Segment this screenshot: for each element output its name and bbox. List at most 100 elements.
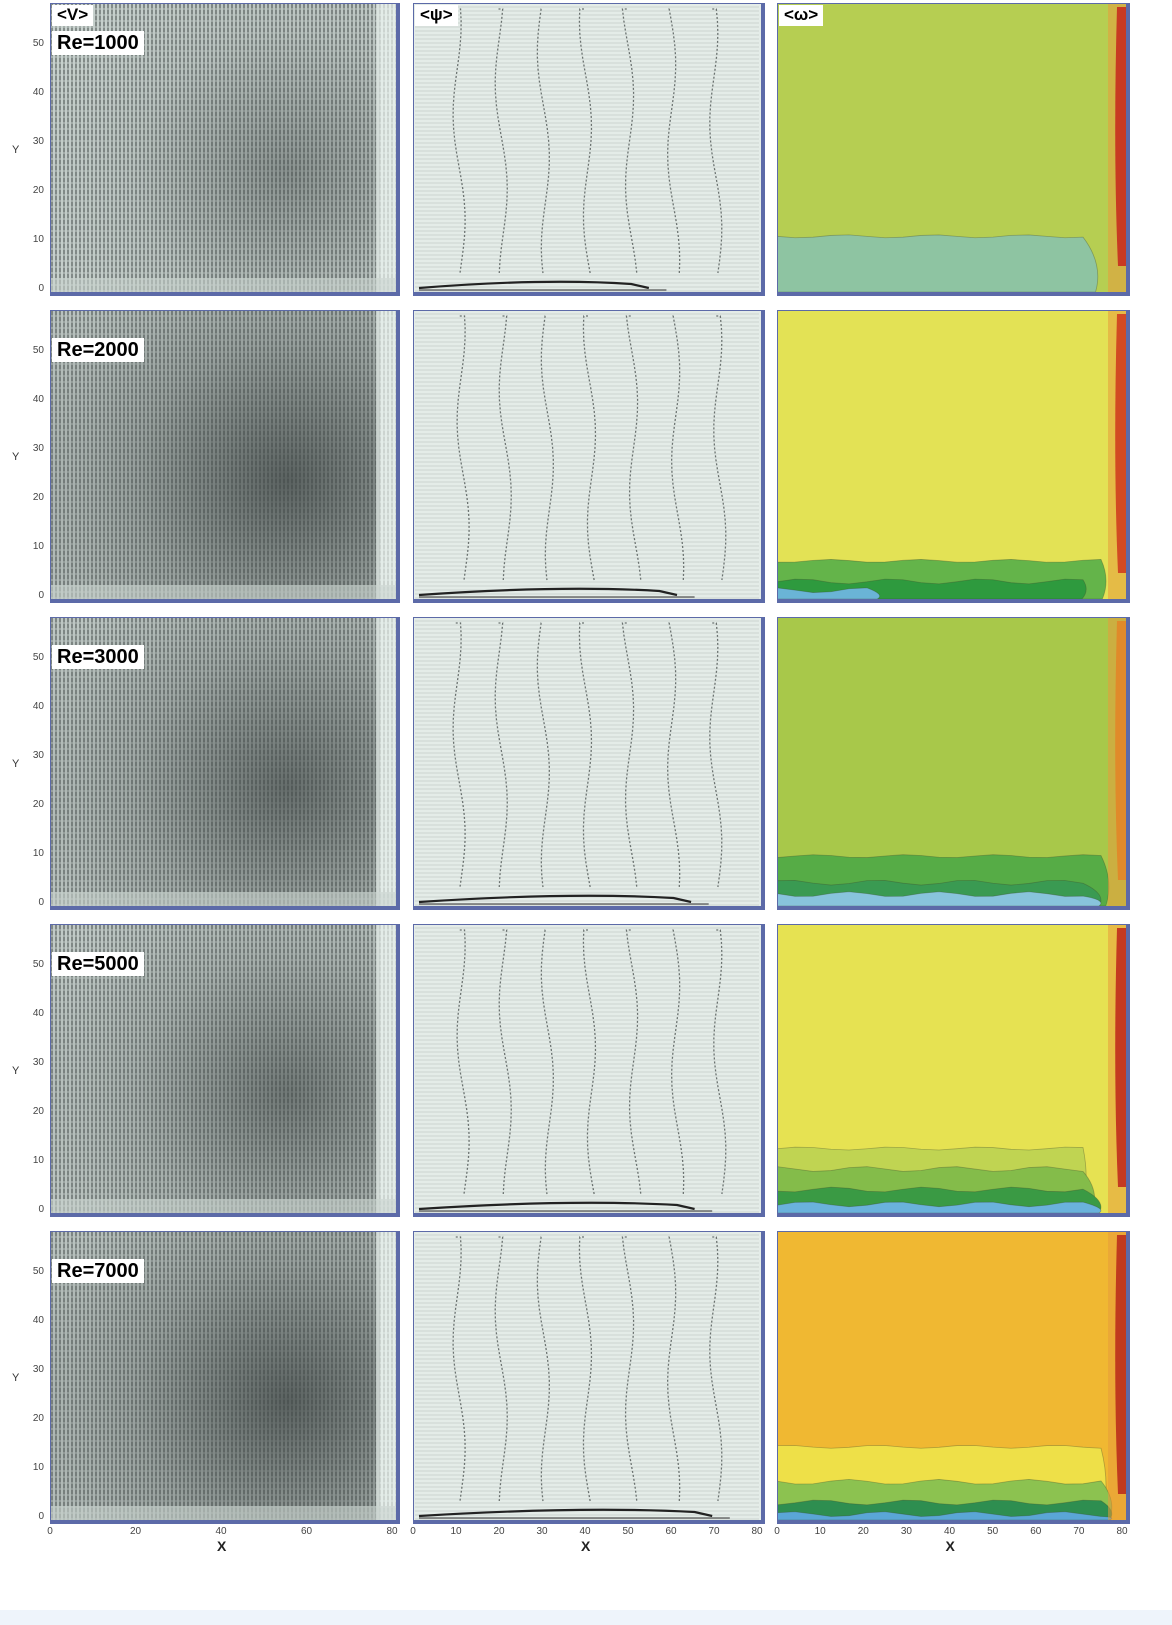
vorticity-background	[777, 310, 1130, 603]
frame-bottom	[413, 1520, 765, 1524]
frame-right	[1126, 310, 1130, 603]
frame-right	[761, 617, 765, 910]
frame-bottom	[777, 1520, 1130, 1524]
y-tick-label: 40	[32, 701, 44, 712]
y-tick-label: 30	[32, 1364, 44, 1375]
x-tick-label: 80	[386, 1526, 398, 1537]
y-tick-label: 20	[32, 185, 44, 196]
x-tick-label: 50	[987, 1526, 999, 1537]
frame-right	[761, 310, 765, 603]
wall-region	[376, 924, 396, 1217]
y-axis-label: Y	[12, 1371, 20, 1384]
streamline	[452, 1236, 466, 1502]
corner-eddy	[418, 280, 650, 290]
frame-bottom	[50, 1520, 400, 1524]
x-axis-label: X	[581, 1538, 591, 1554]
y-tick-label: 0	[38, 1511, 44, 1522]
y-tick-label: 30	[32, 1057, 44, 1068]
wall-vorticity-inner	[1115, 621, 1126, 880]
frame-bottom	[413, 906, 765, 910]
y-tick-label: 0	[38, 283, 44, 294]
y-tick-label: 10	[32, 1155, 44, 1166]
frame-right	[1126, 3, 1130, 296]
wall-vorticity-inner	[1115, 928, 1126, 1187]
frame-right	[761, 3, 765, 296]
re-label: Re=7000	[52, 1259, 144, 1283]
y-tick-label: 10	[32, 541, 44, 552]
x-tick-label: 0	[774, 1526, 780, 1537]
x-tick-label: 0	[410, 1526, 416, 1537]
frame-bottom	[50, 1213, 400, 1217]
y-tick-label: 20	[32, 1413, 44, 1424]
y-tick-label: 30	[32, 136, 44, 147]
streamline	[452, 8, 466, 274]
frame-bottom	[50, 906, 400, 910]
column-title-omega: <ω>	[779, 5, 824, 26]
frame-right	[396, 924, 400, 1217]
frame-right	[396, 617, 400, 910]
y-tick-label: 0	[38, 1204, 44, 1215]
psi-panel-row-3	[413, 617, 765, 910]
x-tick-label: 20	[129, 1526, 142, 1537]
y-tick-label: 50	[32, 345, 44, 356]
y-tick-label: 30	[32, 443, 44, 454]
y-tick-label: 50	[32, 959, 44, 970]
y-tick-label: 50	[32, 652, 44, 663]
frame-bottom	[413, 292, 765, 296]
frame-right	[1126, 617, 1130, 910]
corner-eddy	[418, 1508, 713, 1518]
corner-eddy	[418, 894, 692, 904]
vorticity-contour-band	[777, 1201, 1102, 1214]
column-title-V: <V>	[52, 5, 94, 26]
re-label: Re=2000	[52, 338, 144, 362]
y-tick-label: 40	[32, 1315, 44, 1326]
frame-right	[396, 3, 400, 296]
y-axis-label: Y	[12, 450, 20, 463]
x-tick-label: 70	[708, 1526, 720, 1537]
x-tick-label: 0	[47, 1526, 53, 1537]
frame-right	[761, 924, 765, 1217]
streamline	[456, 315, 470, 581]
column-title-psi: <ψ>	[415, 5, 458, 26]
frame-right	[396, 1231, 400, 1524]
frame-right	[761, 1231, 765, 1524]
frame-bottom	[413, 1213, 765, 1217]
omega-panel-row-4	[777, 924, 1130, 1217]
frame-bottom	[413, 599, 765, 603]
frame-right	[396, 310, 400, 603]
y-axis-label: Y	[12, 1064, 20, 1077]
boundary-layer	[50, 1506, 400, 1520]
vorticity-contour-band	[777, 234, 1099, 293]
x-axis-label: X	[945, 1538, 955, 1554]
x-tick-label: 60	[300, 1526, 313, 1537]
corner-eddy	[418, 587, 678, 597]
footer-strip	[0, 1610, 1172, 1625]
y-tick-label: 30	[32, 750, 44, 761]
frame-right	[1126, 924, 1130, 1217]
frame-right	[1126, 1231, 1130, 1524]
wall-region	[376, 310, 396, 603]
streamline	[456, 929, 470, 1195]
y-tick-label: 10	[32, 234, 44, 245]
omega-panel-row-1	[777, 3, 1130, 296]
re-label: Re=1000	[52, 31, 144, 55]
y-tick-label: 20	[32, 1106, 44, 1117]
wall-region	[376, 617, 396, 910]
x-tick-label: 10	[814, 1526, 826, 1537]
boundary-layer	[50, 1199, 400, 1213]
x-tick-label: 40	[215, 1526, 227, 1537]
y-tick-label: 50	[32, 1266, 44, 1277]
corner-eddy	[418, 1201, 695, 1211]
wall-vorticity-inner	[1115, 7, 1126, 266]
y-tick-label: 40	[32, 1008, 44, 1019]
x-tick-label: 80	[751, 1526, 763, 1537]
x-tick-label: 30	[536, 1526, 548, 1537]
vorticity-contour-band	[777, 587, 881, 600]
boundary-layer	[50, 585, 400, 599]
x-tick-label: 30	[900, 1526, 912, 1537]
x-tick-label: 70	[1073, 1526, 1085, 1537]
wall-region	[376, 3, 396, 296]
x-tick-label: 10	[450, 1526, 462, 1537]
re-label: Re=5000	[52, 952, 144, 976]
